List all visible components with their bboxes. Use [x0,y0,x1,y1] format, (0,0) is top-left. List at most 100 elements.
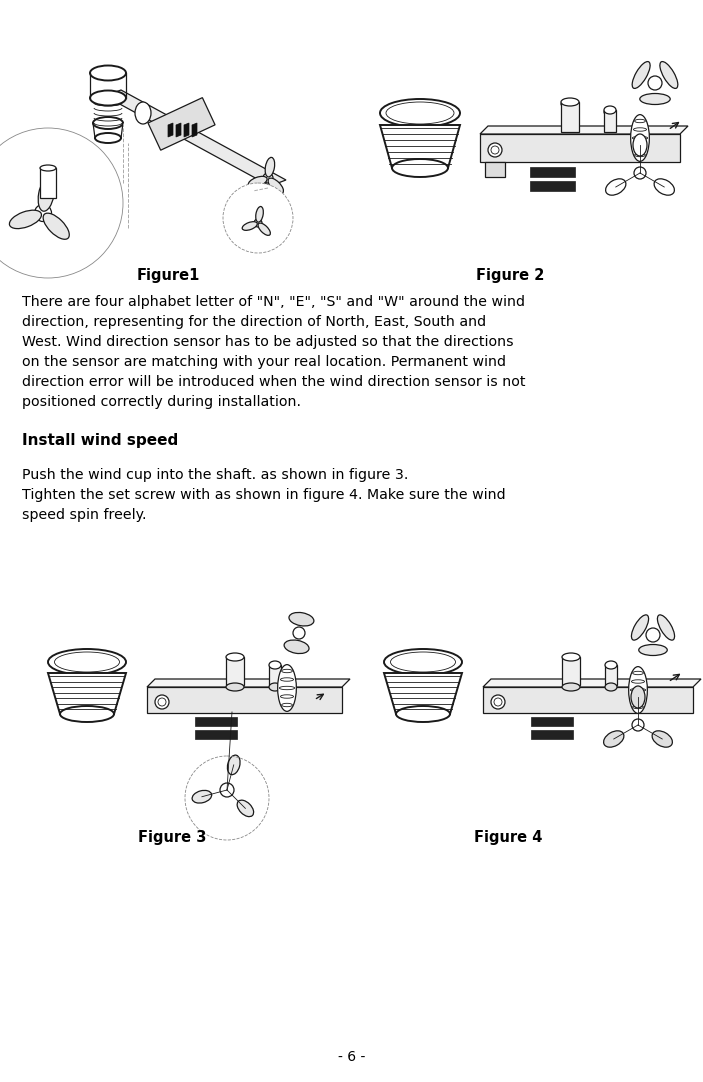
Bar [40,168,56,198]
Circle shape [34,204,51,222]
Text: Figure 4: Figure 4 [474,830,542,845]
Text: Push the wind cup into the shaft. as shown in figure 3.: Push the wind cup into the shaft. as sho… [22,469,408,481]
Ellipse shape [652,730,672,748]
Bar [483,687,693,713]
Ellipse shape [258,223,271,236]
Ellipse shape [660,62,678,89]
Ellipse shape [605,661,617,669]
Bar [195,717,237,726]
Ellipse shape [95,133,121,143]
Bar [605,665,617,685]
Ellipse shape [192,790,212,803]
Ellipse shape [90,66,126,80]
Polygon shape [384,673,462,714]
Ellipse shape [243,222,257,230]
Polygon shape [105,90,286,186]
Circle shape [648,76,662,90]
Ellipse shape [269,683,281,691]
Circle shape [220,783,234,797]
Text: West. Wind direction sensor has to be adjusted so that the directions: West. Wind direction sensor has to be ad… [22,335,514,349]
Ellipse shape [9,210,41,228]
Circle shape [0,128,123,278]
Ellipse shape [654,179,674,195]
Text: direction, representing for the direction of North, East, South and: direction, representing for the directio… [22,315,486,329]
Ellipse shape [632,62,650,89]
Ellipse shape [226,683,244,691]
Ellipse shape [639,645,667,656]
Ellipse shape [289,612,314,626]
Ellipse shape [628,667,647,713]
Ellipse shape [256,207,264,222]
Ellipse shape [226,654,244,661]
Ellipse shape [640,93,670,105]
Bar [562,657,580,685]
Circle shape [223,183,293,253]
Circle shape [632,720,644,731]
Ellipse shape [604,106,616,114]
Ellipse shape [604,108,616,116]
Polygon shape [168,123,173,137]
Ellipse shape [633,134,647,156]
Circle shape [646,628,660,642]
Text: Tighten the set screw with as shown in figure 4. Make sure the wind: Tighten the set screw with as shown in f… [22,488,505,502]
Ellipse shape [631,615,649,641]
Circle shape [491,695,505,709]
Ellipse shape [40,164,56,171]
Ellipse shape [561,98,579,106]
Text: on the sensor are matching with your real location. Permanent wind: on the sensor are matching with your rea… [22,355,506,369]
Ellipse shape [396,705,450,722]
Text: positioned correctly during installation.: positioned correctly during installation… [22,395,301,409]
Ellipse shape [265,157,275,177]
Text: Figure 2: Figure 2 [476,268,544,283]
Bar [480,134,680,162]
Text: Figure 3: Figure 3 [138,830,206,845]
Circle shape [488,143,502,157]
Ellipse shape [631,115,650,161]
Bar [147,687,342,713]
Polygon shape [485,162,505,177]
Polygon shape [480,126,688,134]
Circle shape [293,626,305,639]
Ellipse shape [386,102,454,124]
Bar [561,102,579,132]
Polygon shape [483,679,701,687]
Ellipse shape [90,91,126,106]
Ellipse shape [135,102,151,124]
Bar [269,665,281,685]
Bar [531,730,573,739]
Ellipse shape [657,615,675,641]
Ellipse shape [268,179,283,194]
Ellipse shape [284,641,309,654]
Circle shape [491,146,499,154]
Ellipse shape [93,117,123,129]
Polygon shape [176,123,181,137]
Ellipse shape [392,159,448,177]
Bar [531,717,573,726]
Ellipse shape [562,683,580,691]
Ellipse shape [227,755,240,775]
Ellipse shape [43,213,70,239]
Polygon shape [184,123,189,137]
Ellipse shape [380,98,460,127]
Ellipse shape [38,177,54,211]
Text: speed spin freely.: speed spin freely. [22,509,146,522]
Ellipse shape [48,649,126,675]
Ellipse shape [390,652,456,672]
Bar [148,97,215,150]
Ellipse shape [237,800,254,817]
Text: Figure1: Figure1 [136,268,200,283]
Ellipse shape [269,661,281,669]
Text: direction error will be introduced when the wind direction sensor is not: direction error will be introduced when … [22,375,526,390]
Ellipse shape [561,100,579,108]
Bar [530,167,575,177]
Circle shape [263,173,273,183]
Polygon shape [192,123,197,137]
Ellipse shape [604,730,624,748]
Ellipse shape [605,179,626,195]
Text: Install wind speed: Install wind speed [22,433,179,448]
Ellipse shape [55,652,120,672]
Ellipse shape [60,705,114,722]
Bar [530,181,575,192]
Ellipse shape [248,176,267,187]
Bar [226,657,244,685]
